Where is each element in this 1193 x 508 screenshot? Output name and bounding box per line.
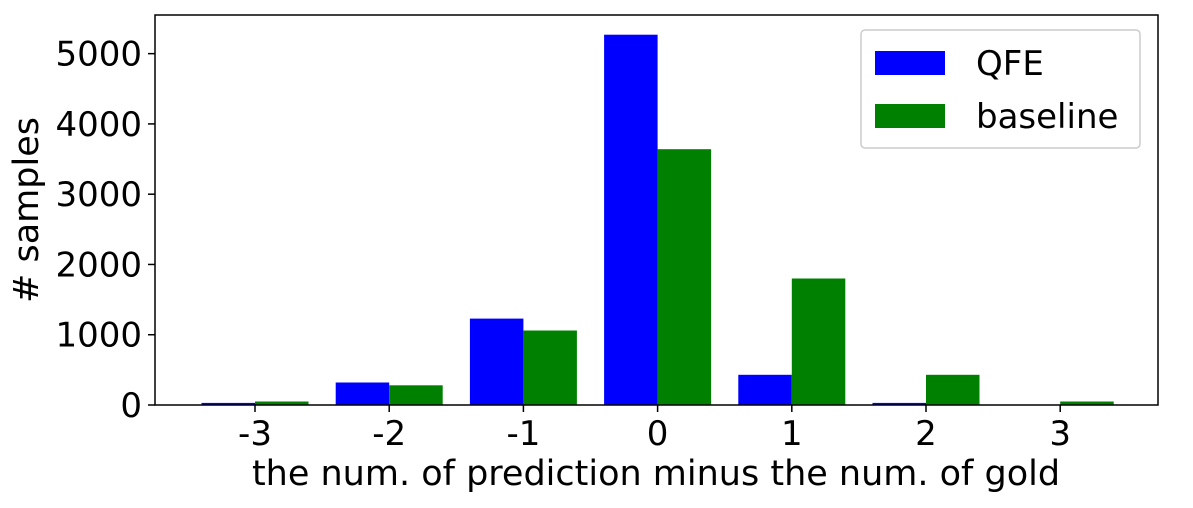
x-axis-label: the num. of prediction minus the num. of… [252, 454, 1060, 494]
bar-qfe--2 [335, 382, 390, 405]
bar-baseline-2 [926, 374, 980, 405]
legend-label-baseline: baseline [976, 97, 1118, 137]
legend-label-qfe: QFE [976, 44, 1044, 84]
bar-qfe--1 [469, 318, 524, 405]
x-tick-label: 2 [915, 414, 937, 454]
y-tick-label: 0 [120, 386, 142, 426]
y-axis-label: # samples [7, 117, 47, 303]
bar-baseline-0 [657, 149, 712, 405]
y-tick-label: 1000 [55, 316, 142, 356]
bar-qfe-2 [872, 402, 926, 405]
bar-baseline--3 [255, 401, 309, 405]
y-tick-label: 5000 [55, 35, 142, 75]
y-axis: 0 1000 2000 3000 4000 5000 [55, 35, 155, 426]
bar-baseline-1 [791, 278, 846, 405]
y-tick-label: 3000 [55, 175, 142, 215]
bar-baseline-3 [1060, 401, 1114, 405]
legend-swatch-qfe [875, 51, 945, 75]
plot-frame [154, 14, 1159, 406]
x-axis: -3 -2 -1 0 1 2 3 [238, 405, 1071, 454]
bar-qfe-0 [604, 34, 658, 405]
legend: QFE baseline [860, 29, 1141, 149]
bars-group [201, 34, 1114, 405]
bar-baseline--1 [523, 330, 577, 405]
x-tick-label: 1 [781, 414, 803, 454]
x-tick-label: 3 [1049, 414, 1071, 454]
x-tick-label: 0 [647, 414, 669, 454]
x-tick-label: -2 [372, 414, 406, 454]
bar-qfe--3 [201, 402, 255, 405]
y-tick-label: 2000 [55, 245, 142, 285]
bar-qfe-1 [738, 374, 792, 405]
y-tick-label: 4000 [55, 105, 142, 145]
bar-baseline--2 [389, 385, 443, 405]
x-tick-label: -1 [506, 414, 540, 454]
legend-swatch-baseline [875, 104, 945, 128]
x-tick-label: -3 [238, 414, 272, 454]
